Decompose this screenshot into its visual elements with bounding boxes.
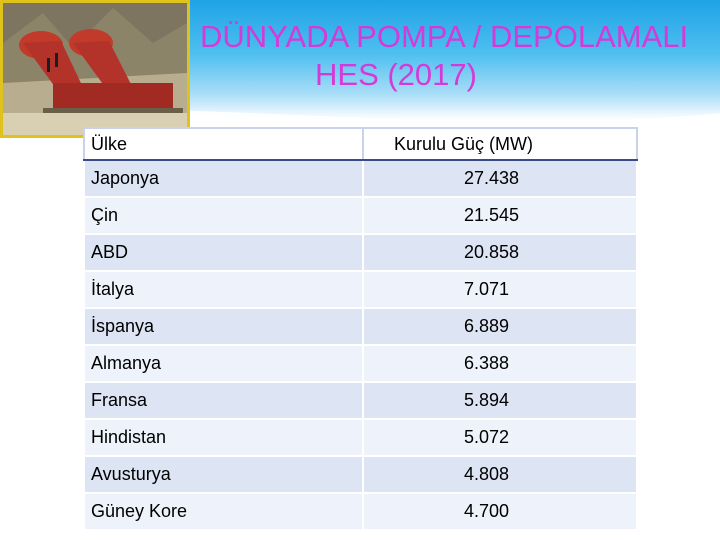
title-line-1: DÜNYADA POMPA / DEPOLAMALI <box>200 19 689 54</box>
table-row: Hindistan 5.072 <box>83 418 638 457</box>
cell-country: Avusturya <box>83 455 364 494</box>
cell-country: Fransa <box>83 381 364 420</box>
table-row: Güney Kore 4.700 <box>83 492 638 531</box>
cell-capacity: 4.700 <box>362 492 638 531</box>
table-row: İtalya 7.071 <box>83 270 638 309</box>
header-country: Ülke <box>83 127 364 161</box>
cell-capacity: 6.889 <box>362 307 638 346</box>
table-row: İspanya 6.889 <box>83 307 638 346</box>
hydro-plant-photo <box>0 0 190 138</box>
table-row: Fransa 5.894 <box>83 381 638 420</box>
cell-country: Çin <box>83 196 364 235</box>
table-row: Japonya 27.438 <box>83 159 638 198</box>
title-line-2: HES (2017) <box>315 57 477 92</box>
cell-country: ABD <box>83 233 364 272</box>
page-title: DÜNYADA POMPA / DEPOLAMALI HES (2017) <box>200 18 720 94</box>
cell-capacity: 5.894 <box>362 381 638 420</box>
table-row: Çin 21.545 <box>83 196 638 235</box>
cell-capacity: 27.438 <box>362 159 638 198</box>
cell-country: Güney Kore <box>83 492 364 531</box>
cell-capacity: 4.808 <box>362 455 638 494</box>
table-header-row: Ülke Kurulu Güç (MW) <box>83 127 638 161</box>
cell-country: Japonya <box>83 159 364 198</box>
cell-country: İtalya <box>83 270 364 309</box>
cell-country: Almanya <box>83 344 364 383</box>
cell-capacity: 7.071 <box>362 270 638 309</box>
cell-capacity: 20.858 <box>362 233 638 272</box>
capacity-table: Ülke Kurulu Güç (MW) Japonya 27.438 Çin … <box>83 127 638 531</box>
cell-capacity: 6.388 <box>362 344 638 383</box>
cell-country: Hindistan <box>83 418 364 457</box>
cell-country: İspanya <box>83 307 364 346</box>
table-row: Avusturya 4.808 <box>83 455 638 494</box>
cell-capacity: 21.545 <box>362 196 638 235</box>
table-row: Almanya 6.388 <box>83 344 638 383</box>
header-capacity: Kurulu Güç (MW) <box>362 127 638 161</box>
table-row: ABD 20.858 <box>83 233 638 272</box>
cell-capacity: 5.072 <box>362 418 638 457</box>
